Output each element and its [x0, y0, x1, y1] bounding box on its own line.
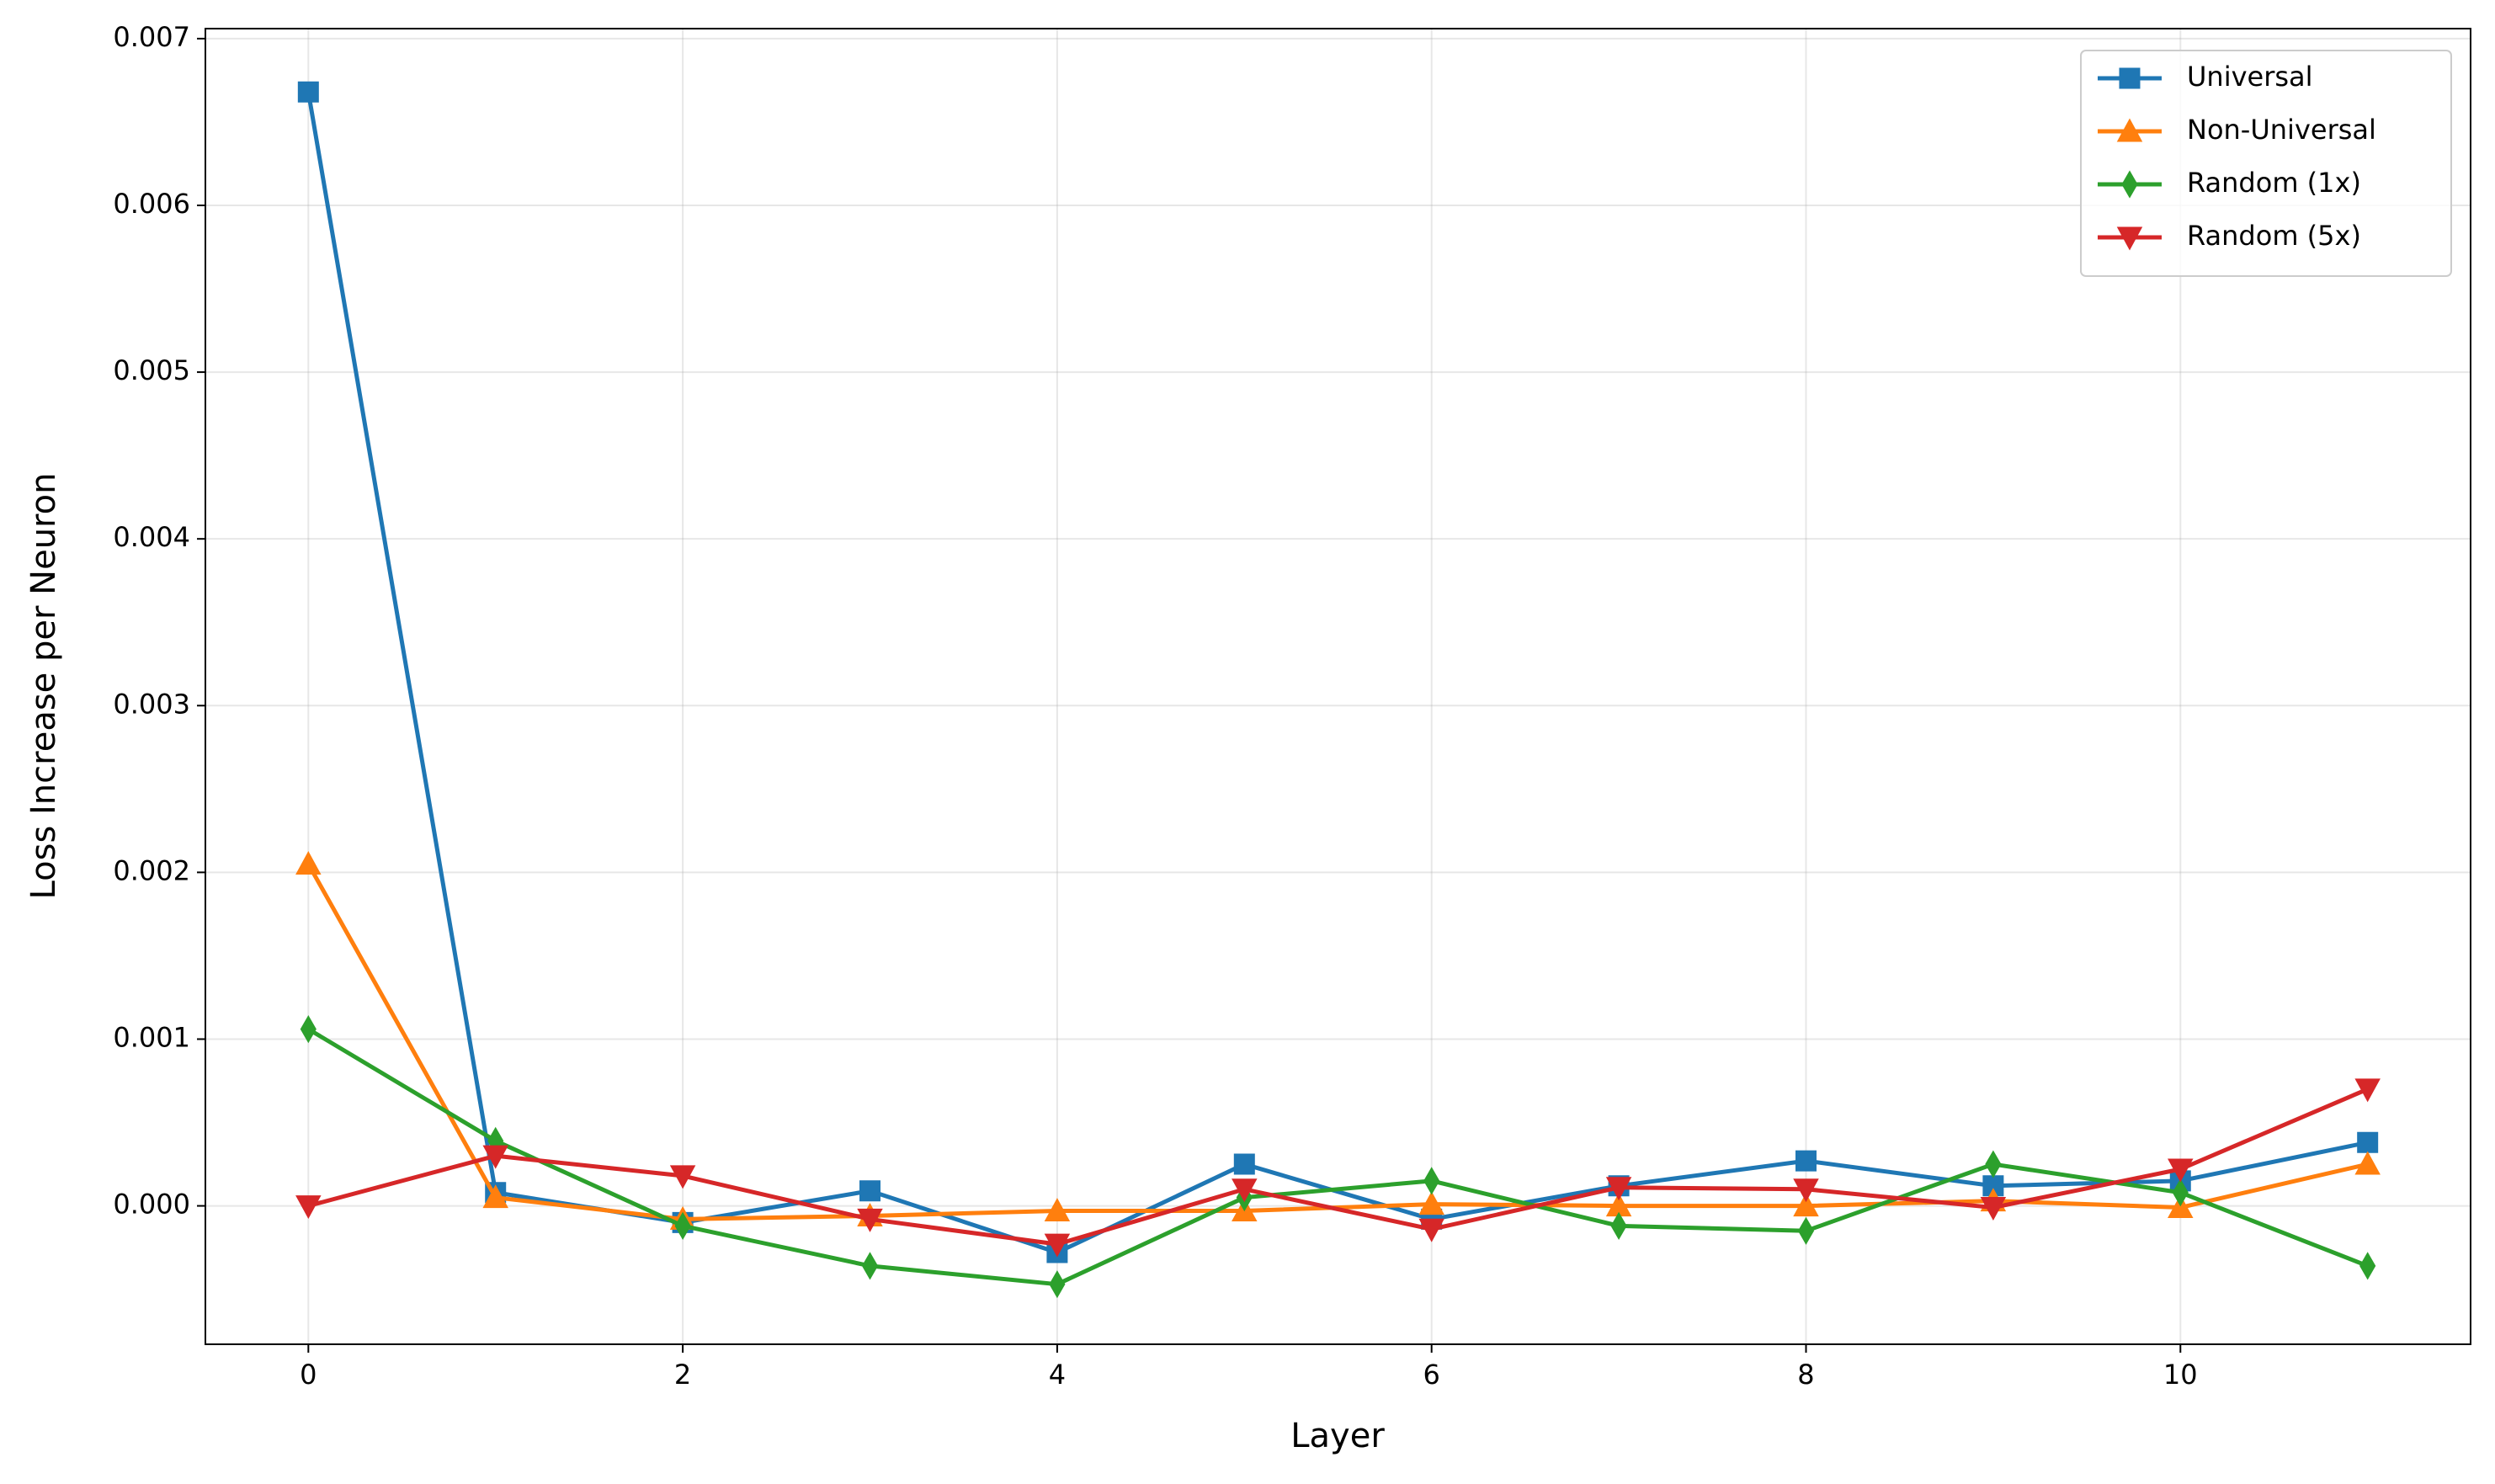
marker [2354, 1078, 2381, 1103]
marker [861, 1252, 879, 1280]
y-axis-label: Loss Increase per Neuron [24, 473, 63, 900]
plot-frame [205, 28, 2471, 1345]
marker [297, 81, 319, 103]
marker [1044, 1198, 1071, 1222]
legend: Universal Non-Universal Random (1x) Random … [2080, 50, 2452, 277]
marker [1982, 1175, 2004, 1197]
x-tick-label: 0 [300, 1359, 317, 1391]
marker [859, 1180, 881, 1202]
marker [1980, 1197, 2007, 1221]
y-tick-label: 0.007 [113, 21, 190, 53]
marker [2359, 1252, 2376, 1280]
marker [295, 851, 322, 875]
marker [857, 1208, 883, 1232]
x-tick-label: 4 [1049, 1359, 1066, 1391]
legend-label: Random (1x) [2187, 167, 2361, 199]
legend-marker [2116, 118, 2143, 142]
marker [1797, 1216, 1815, 1245]
marker [2354, 1151, 2381, 1175]
marker [674, 1211, 691, 1240]
y-tick-label: 0.003 [113, 688, 190, 720]
legend-label: Universal [2187, 61, 2313, 93]
marker [295, 1195, 322, 1220]
marker [1793, 1193, 1819, 1217]
series-line [306, 863, 2369, 1221]
marker [1605, 1177, 1632, 1201]
x-tick-label: 10 [2163, 1359, 2198, 1391]
marker [1049, 1270, 1066, 1299]
x-tick-label: 8 [1797, 1359, 1814, 1391]
marker [1418, 1191, 1444, 1215]
y-tick-label: 0.002 [113, 854, 190, 886]
x-tick-label: 6 [1423, 1359, 1440, 1391]
legend-label: Random (5x) [2187, 220, 2361, 252]
legend-marker [2116, 226, 2143, 251]
marker [1233, 1153, 1255, 1175]
y-tick-label: 0.001 [113, 1021, 190, 1053]
marker [1793, 1178, 1819, 1203]
marker [482, 1184, 508, 1209]
marker [482, 1145, 508, 1169]
y-tick-label: 0.000 [113, 1189, 190, 1221]
legend-marker [2119, 67, 2141, 89]
x-tick-label: 2 [674, 1359, 691, 1391]
legend-frame [2080, 50, 2452, 277]
marker [669, 1165, 696, 1189]
y-tick-label: 0.004 [113, 521, 190, 553]
marker [1232, 1178, 1258, 1203]
marker [1044, 1233, 1071, 1258]
y-tick-label: 0.005 [113, 354, 190, 386]
x-axis-label: Layer [1290, 1417, 1385, 1455]
marker [300, 1014, 317, 1044]
marker [2168, 1158, 2194, 1183]
marker [1418, 1218, 1444, 1242]
marker [1795, 1150, 1817, 1172]
series-line [306, 91, 2369, 1255]
marker [1423, 1167, 1440, 1195]
y-tick-label: 0.006 [113, 188, 190, 220]
marker [2357, 1131, 2379, 1153]
series-line [307, 1087, 2369, 1247]
series-line [307, 1027, 2369, 1287]
legend-label: Non-Universal [2187, 114, 2376, 146]
marker [2172, 1178, 2189, 1207]
legend-marker [2121, 170, 2138, 199]
marker [1610, 1211, 1627, 1240]
marker [2168, 1194, 2194, 1219]
marker [1985, 1150, 2002, 1178]
